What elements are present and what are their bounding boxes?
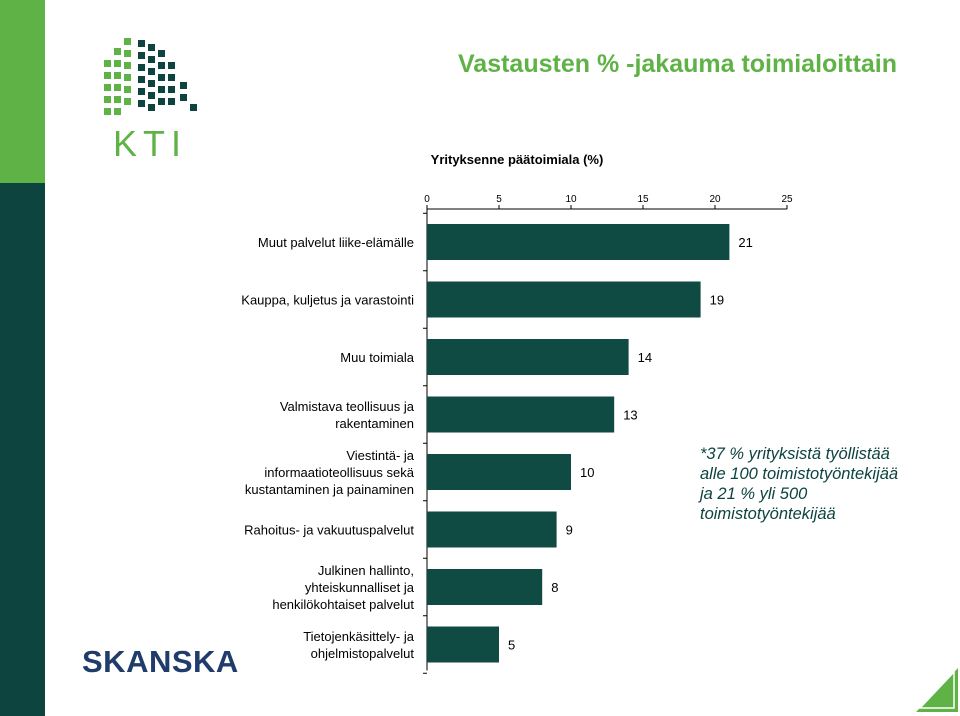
bar-value-label: 21 — [738, 235, 752, 250]
category-label-line: kustantaminen ja painaminen — [245, 482, 414, 497]
bar — [427, 454, 571, 490]
category-label-line: Muut palvelut liike-elämälle — [258, 235, 414, 250]
bar-value-label: 10 — [580, 465, 594, 480]
footnote-line: toimistotyöntekijää — [700, 505, 836, 523]
bar-value-label: 5 — [508, 638, 515, 653]
category-label: Muu toimiala — [340, 350, 414, 365]
category-label-line: ohjelmistopalvelut — [311, 646, 415, 661]
category-label: Julkinen hallinto, yhteiskunnalliset ja he… — [272, 563, 414, 612]
bar-value-label: 19 — [710, 293, 724, 308]
bar — [427, 511, 557, 548]
footnote-text: *37 % yrityksistä työllistää alle 100 toi… — [700, 444, 950, 524]
footnote-line: alle 100 toimistotyöntekijää — [700, 465, 899, 483]
category-label: Viestintä- ja informaatioteollisuus sekä k… — [245, 448, 415, 497]
x-tick-label: 0 — [424, 194, 430, 205]
building-grid-icon: KTI — [104, 38, 197, 164]
skanska-logo: SKANSKA — [82, 644, 239, 679]
category-label-line: rakentaminen — [335, 416, 414, 431]
footnote-line: *37 % yrityksistä työllistää — [700, 445, 890, 463]
category-label-line: Kauppa, kuljetus ja varastointi — [241, 293, 414, 308]
category-label: Tietojenkäsittely- ja ohjelmistopalvelut — [303, 629, 415, 661]
category-label-line: henkilökohtaiset palvelut — [272, 597, 414, 612]
category-label-line: Julkinen hallinto, — [318, 563, 414, 578]
category-label-line: Valmistava teollisuus ja — [280, 399, 415, 414]
category-label: Valmistava teollisuus ja rakentaminen — [280, 399, 415, 431]
page-title: Vastausten % -jakauma toimialoittain — [458, 50, 898, 78]
bar-value-label: 9 — [566, 523, 573, 538]
category-label-line: Rahoitus- ja vakuutuspalvelut — [244, 523, 414, 538]
kti-logo: KTI — [96, 32, 206, 164]
category-label-line: Muu toimiala — [340, 350, 414, 365]
bar — [427, 396, 615, 433]
bar-value-label: 13 — [623, 408, 637, 423]
x-tick-label: 15 — [637, 194, 649, 205]
bar — [427, 224, 730, 260]
chart-title: Yrityksenne päätoimiala (%) — [431, 152, 604, 167]
x-tick-label: 20 — [709, 194, 721, 205]
bar — [427, 569, 543, 605]
bar — [427, 626, 499, 663]
kti-logo-text: KTI — [113, 123, 187, 160]
footnote-line: ja 21 % yli 500 — [700, 485, 808, 503]
sidebar-accent-dark — [0, 183, 45, 716]
x-tick-label: 10 — [565, 194, 577, 205]
x-tick-label: 5 — [496, 194, 502, 205]
category-label: Rahoitus- ja vakuutuspalvelut — [244, 523, 414, 538]
bar-value-label: 14 — [638, 350, 652, 365]
category-label-line: yhteiskunnalliset ja — [305, 580, 415, 595]
category-label: Kauppa, kuljetus ja varastointi — [241, 293, 414, 308]
category-label-line: Tietojenkäsittely- ja — [303, 629, 415, 644]
sidebar-accent-green — [0, 0, 45, 183]
x-tick-label: 25 — [781, 194, 793, 205]
bar-value-label: 8 — [551, 580, 558, 595]
category-label: Muut palvelut liike-elämälle — [258, 235, 414, 250]
category-label-line: Viestintä- ja — [346, 448, 414, 463]
triangle-corner-icon — [916, 668, 958, 712]
bar — [427, 339, 629, 375]
category-label-line: informaatioteollisuus sekä — [264, 465, 414, 480]
bar — [427, 281, 701, 318]
